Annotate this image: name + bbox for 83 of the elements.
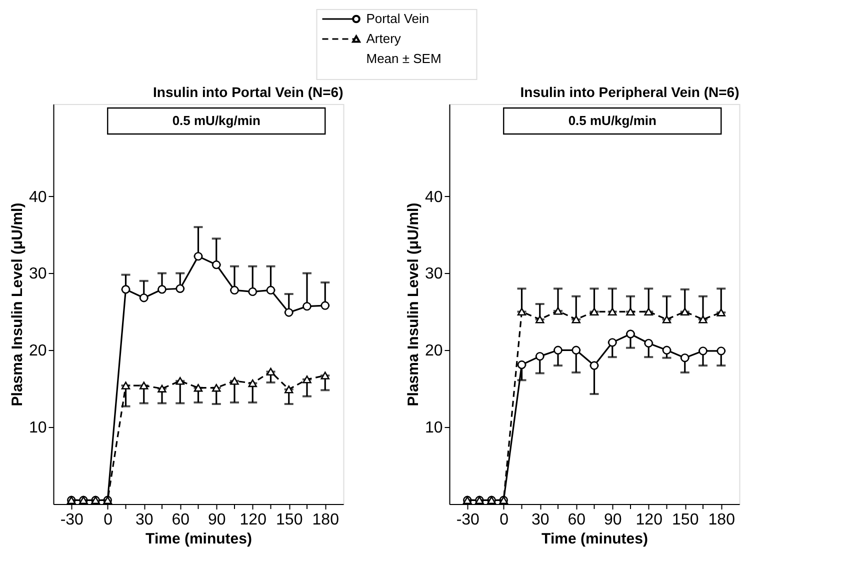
band-label: 0.5 mU/kg/min <box>172 113 260 128</box>
point <box>121 285 130 294</box>
point <box>248 379 257 388</box>
y-tick-label: 30 <box>424 266 443 283</box>
x-tick-label: 120 <box>636 512 663 528</box>
point <box>536 352 544 361</box>
point <box>302 302 312 311</box>
chart-title: Insulin into Peripheral Vein (N=6) <box>520 84 740 100</box>
y-tick-label: 30 <box>28 266 47 283</box>
text: Mean ± SEM <box>366 51 442 66</box>
point <box>320 372 330 380</box>
legend-label: Portal Vein <box>366 11 430 26</box>
point <box>680 308 690 316</box>
point <box>662 346 672 355</box>
point <box>212 260 221 270</box>
x-tick-label: 150 <box>672 512 699 528</box>
x-tick-label: 0 <box>104 512 113 528</box>
x-tick-label: 90 <box>604 512 622 528</box>
y-tick-label: 40 <box>424 188 443 206</box>
x-tick-label: 30 <box>135 512 154 528</box>
y-tick-label: 20 <box>28 342 47 360</box>
x-tick-label: 0 <box>500 512 509 528</box>
y-tick-label: 10 <box>424 420 443 437</box>
legend-label: Artery <box>366 31 402 46</box>
point <box>626 308 635 316</box>
y-tick-label: 40 <box>28 188 47 206</box>
point <box>176 284 184 293</box>
point <box>158 384 166 392</box>
point <box>590 308 599 316</box>
point <box>698 316 708 324</box>
x-tick-label: -30 <box>456 512 480 528</box>
point <box>698 346 708 356</box>
point <box>680 353 690 362</box>
x-tick-label: 180 <box>312 512 340 528</box>
point <box>194 252 203 261</box>
point <box>230 286 239 295</box>
y-axis-title: Plasma Insulin Level (μU/ml) <box>404 202 422 406</box>
point <box>626 330 635 338</box>
point <box>194 384 203 392</box>
point <box>284 308 294 317</box>
point <box>158 285 166 294</box>
point <box>572 316 580 324</box>
y-tick-label: 10 <box>28 420 47 437</box>
point <box>284 386 294 394</box>
x-axis-title: Time (minutes) <box>146 530 252 548</box>
y-tick-label: 20 <box>424 342 443 360</box>
point <box>662 316 672 324</box>
point <box>121 382 130 390</box>
point <box>302 376 312 384</box>
point <box>212 384 221 392</box>
point <box>248 287 257 296</box>
y-axis-title: Plasma Insulin Level (μU/ml) <box>8 202 26 406</box>
point <box>608 308 617 316</box>
point <box>644 338 653 348</box>
point <box>554 307 562 315</box>
point <box>320 301 330 310</box>
point <box>176 377 184 385</box>
chart-title: Insulin into Portal Vein (N=6) <box>153 84 344 100</box>
x-axis-title: Time (minutes) <box>542 530 648 548</box>
x-tick-label: 180 <box>708 512 736 528</box>
x-tick-label: 120 <box>240 512 267 528</box>
point <box>572 346 580 355</box>
point <box>230 377 239 385</box>
x-tick-label: 60 <box>568 512 586 528</box>
point <box>536 316 544 324</box>
x-tick-label: 30 <box>531 512 550 528</box>
x-tick-label: 150 <box>276 512 303 528</box>
point <box>716 346 726 356</box>
point <box>644 308 653 316</box>
point <box>517 360 526 370</box>
point <box>266 286 276 295</box>
point <box>608 338 617 347</box>
point <box>140 382 148 390</box>
x-tick-label: 60 <box>172 512 190 528</box>
point <box>517 308 526 316</box>
band-label: 0.5 mU/kg/min <box>568 113 656 128</box>
point <box>266 368 276 376</box>
x-tick-label: -30 <box>60 512 84 528</box>
point <box>590 361 599 370</box>
point <box>140 293 148 302</box>
point <box>716 308 726 316</box>
x-tick-label: 90 <box>208 512 226 528</box>
point <box>554 346 562 355</box>
